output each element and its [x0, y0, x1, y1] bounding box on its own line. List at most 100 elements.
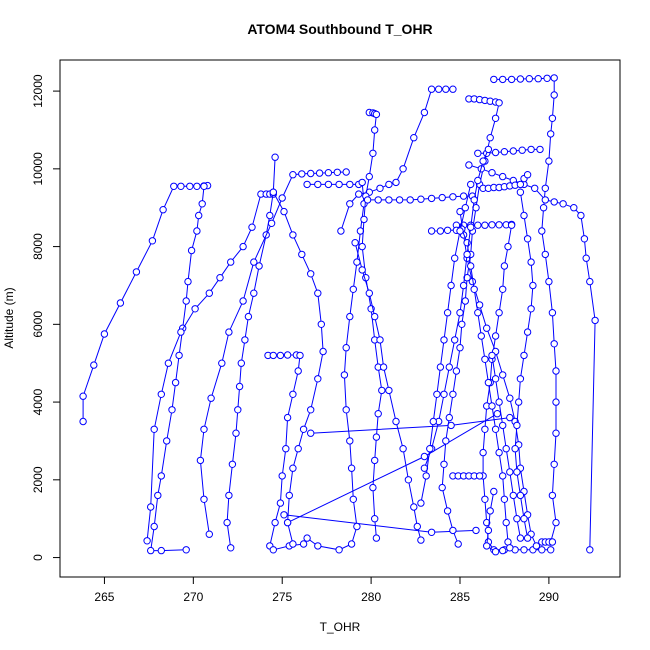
data-point: [358, 178, 366, 187]
data-point: [244, 312, 253, 321]
data-point: [474, 309, 482, 317]
data-point: [342, 344, 350, 352]
data-point: [225, 328, 233, 336]
data-point: [365, 289, 373, 297]
data-point: [451, 254, 459, 262]
data-point: [440, 390, 448, 398]
data-point: [474, 176, 482, 185]
data-point: [523, 534, 532, 542]
data-point: [499, 75, 507, 84]
data-point: [280, 207, 288, 216]
data-point: [205, 530, 214, 538]
data-point: [289, 390, 297, 398]
data-point: [298, 250, 306, 259]
data-point: [523, 171, 532, 179]
data-point: [438, 193, 446, 202]
data-point: [559, 200, 567, 208]
data-point: [438, 483, 446, 492]
data-point: [168, 406, 176, 414]
data-point: [531, 184, 539, 193]
series-1: [79, 181, 212, 426]
chart-title: ATOM4 Southbound T_OHR: [247, 21, 432, 37]
y-tick-label: 12000: [31, 74, 45, 108]
data-point: [374, 410, 382, 418]
data-point: [545, 277, 553, 286]
data-point: [276, 351, 285, 360]
series-9: [280, 511, 480, 536]
data-point: [472, 526, 480, 535]
series-5: [196, 168, 350, 538]
data-point: [422, 472, 430, 480]
data-point: [90, 361, 98, 369]
plot-frame: [59, 59, 621, 578]
data-point: [314, 289, 322, 297]
data-point: [548, 538, 557, 546]
data-point: [225, 491, 233, 500]
data-point: [285, 491, 293, 500]
series-12: [337, 85, 457, 235]
data-point: [436, 227, 445, 235]
data-point: [239, 242, 247, 251]
data-point: [454, 540, 462, 548]
data-point: [195, 211, 203, 220]
data-point: [511, 445, 519, 453]
data-point: [500, 495, 509, 503]
data-point: [499, 172, 507, 181]
data-point: [527, 305, 535, 313]
data-point: [337, 227, 345, 235]
data-point: [467, 262, 475, 270]
series-14: [351, 239, 425, 544]
data-point: [340, 371, 349, 379]
data-point: [299, 540, 308, 548]
data-point: [335, 546, 343, 554]
data-point: [267, 219, 276, 228]
data-point: [463, 250, 471, 259]
data-point: [506, 468, 514, 476]
data-point: [175, 351, 183, 360]
data-point: [193, 227, 201, 235]
data-point: [269, 188, 277, 196]
data-point: [349, 285, 357, 293]
data-point: [463, 274, 471, 282]
series-line: [226, 157, 276, 548]
data-point: [486, 507, 494, 515]
data-point: [495, 448, 503, 457]
data-point: [303, 180, 311, 189]
data-point: [527, 145, 535, 154]
data-point: [443, 507, 452, 515]
data-point: [346, 437, 354, 445]
data-point: [358, 266, 366, 274]
data-point: [449, 193, 457, 201]
data-point: [371, 456, 379, 465]
data-point: [294, 445, 302, 453]
series-4: [223, 153, 279, 552]
x-axis: 265 270 275 280 285 290: [94, 576, 559, 604]
data-point: [504, 242, 512, 251]
data-point: [378, 386, 386, 395]
data-point: [456, 344, 464, 352]
data-point: [317, 320, 325, 328]
data-point: [483, 518, 491, 527]
data-point: [470, 196, 478, 204]
data-point: [420, 452, 429, 461]
data-point: [371, 515, 379, 523]
data-point: [456, 207, 464, 216]
data-point: [484, 145, 493, 154]
data-point: [427, 528, 436, 536]
data-point: [182, 546, 190, 554]
data-point: [520, 515, 528, 523]
data-point: [132, 268, 141, 276]
series-28: [488, 351, 525, 542]
data-point: [502, 518, 510, 527]
data-point: [200, 425, 208, 433]
data-point: [420, 108, 429, 117]
data-point: [385, 180, 393, 189]
data-point: [294, 367, 302, 375]
data-point: [193, 182, 201, 191]
data-point: [495, 398, 503, 406]
data-point: [552, 518, 560, 527]
data-point: [449, 526, 457, 535]
series-line: [482, 225, 551, 551]
x-axis-label: T_OHR: [320, 620, 361, 634]
data-point: [470, 285, 478, 293]
